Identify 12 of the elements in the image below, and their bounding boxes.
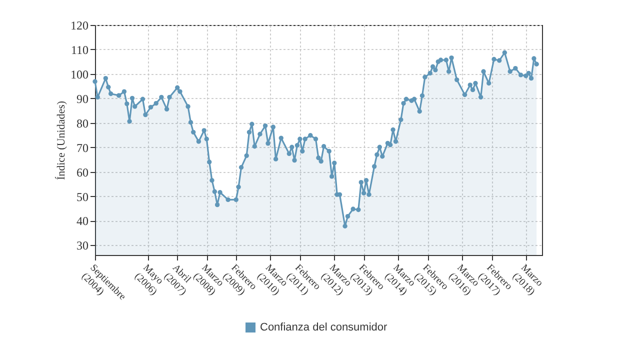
y-tick-label: 40 [76,214,88,228]
y-tick-label: 30 [76,238,88,253]
y-tick-label: 90 [76,92,88,106]
y-tick-label: 100 [70,67,88,82]
y-tick-label: 70 [76,140,88,155]
y-tick-label: 50 [76,190,88,204]
y-tick-label: 60 [76,165,88,180]
y-tick-label: 110 [70,42,88,57]
y-tick-label: 80 [76,116,88,130]
y-axis-title: Índice (Unidades) [54,100,68,180]
y-tick-label: 120 [70,18,88,32]
legend-label: Confianza del consumidor [260,322,388,334]
